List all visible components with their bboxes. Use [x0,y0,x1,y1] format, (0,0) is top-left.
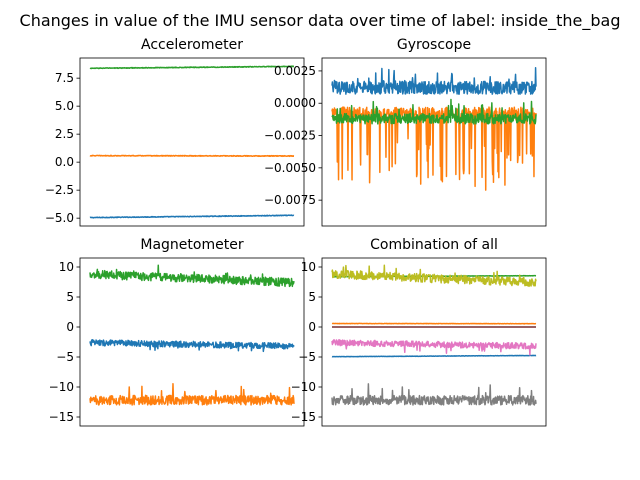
series-group [331,264,537,406]
y-tick-label: 5.0 [55,99,74,113]
subplot-title: Accelerometer [141,37,243,53]
series-line-1 [89,214,295,219]
series-line-1 [331,354,537,358]
y-tick-label: 5 [308,290,316,304]
series-line-2 [89,154,295,158]
subplot-1: Accelerometer −5.0 −2.5 0.0 2.5 5.0 7.5 [45,37,305,227]
y-tick-label: −15 [49,410,74,424]
y-tick-label: −0.0050 [264,161,316,175]
series-line-2 [89,382,295,406]
y-tick-label: 10 [301,260,316,274]
series-line-3 [89,65,295,70]
y-tick-label: −0.0025 [264,129,316,143]
subplot-title: Gyroscope [397,37,471,53]
y-tick-label: 0.0 [55,155,74,169]
series-line-1 [89,338,295,353]
series-line-1 [331,67,537,95]
y-tick-label: 0 [308,320,316,334]
series-line-2 [331,322,537,325]
y-tick-label: 10 [59,260,74,274]
axes-frame [321,257,547,427]
figure-suptitle: Changes in value of the IMU sensor data … [20,11,621,31]
y-tick-label: −5 [56,350,74,364]
series-line-3 [89,264,295,288]
subplot-title: Combination of all [370,237,498,253]
series-line-7 [331,339,537,356]
subplot-title: Magnetometer [140,237,243,253]
subplots: Accelerometer −5.0 −2.5 0.0 2.5 5.0 7.5 Gyrosco… [45,37,547,427]
y-tick-label: 0.0025 [274,64,316,78]
axes-frame [321,57,547,227]
axes-frame [79,257,305,427]
y-tick-label: 0 [66,320,74,334]
axes-frame [79,57,305,227]
series-line-8 [331,383,537,406]
series-line-9 [331,264,537,288]
subplot-4: Combination of all −15 −10 −5 0 5 10 [291,237,547,427]
y-tick-label: −5.0 [45,211,74,225]
y-tick-label: 5 [66,290,74,304]
y-tick-label: 0.0000 [274,96,316,110]
y-tick-label: −10 [291,380,316,394]
series-line-3 [331,98,537,125]
y-tick-label: −2.5 [45,183,74,197]
series-group [331,67,537,191]
y-tick-label: −15 [291,410,316,424]
y-tick-label: 7.5 [55,71,74,85]
series-group [89,264,295,406]
subplot-3: Magnetometer −15 −10 −5 0 5 10 [49,237,305,427]
y-tick-label: −10 [49,380,74,394]
subplot-2: Gyroscope −0.0075 −0.0050 −0.0025 0.0000 0.00… [264,37,547,227]
y-tick-label: −0.0075 [264,193,316,207]
y-tick-label: −5 [298,350,316,364]
series-group [89,65,295,219]
y-tick-label: 2.5 [55,127,74,141]
